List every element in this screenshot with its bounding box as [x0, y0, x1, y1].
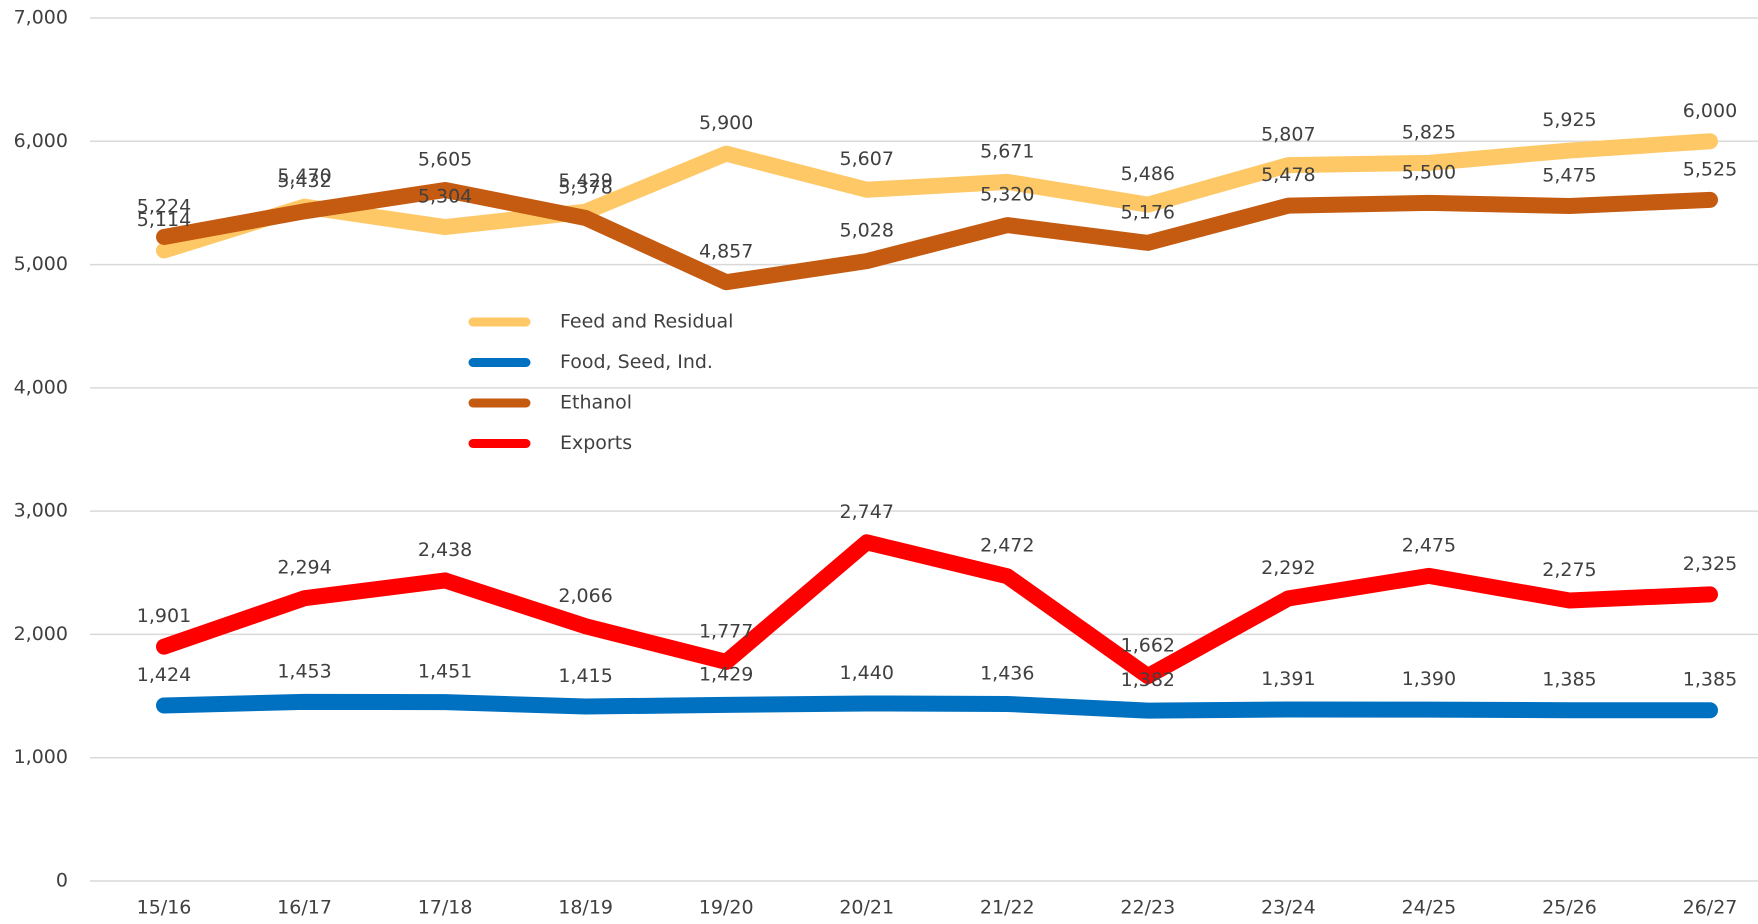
- series-line: [156, 693, 1718, 719]
- data-label: 5,500: [1402, 161, 1456, 183]
- data-label: 5,304: [418, 186, 472, 208]
- data-label: 5,470: [277, 165, 331, 187]
- data-label: 5,671: [980, 140, 1034, 162]
- x-tick-label: 23/24: [1261, 897, 1316, 919]
- data-label: 1,391: [1261, 668, 1315, 690]
- data-label: 5,486: [1121, 163, 1175, 185]
- y-tick-label: 0: [56, 870, 68, 892]
- legend-label: Exports: [560, 432, 632, 454]
- y-tick-label: 4,000: [14, 376, 68, 398]
- data-label: 5,224: [137, 195, 191, 217]
- data-label: 1,451: [418, 661, 472, 683]
- data-label: 5,475: [1542, 165, 1596, 187]
- data-label: 2,472: [980, 535, 1034, 557]
- data-label: 1,390: [1402, 668, 1456, 690]
- data-label: 1,777: [699, 620, 753, 642]
- data-label: 5,825: [1402, 121, 1456, 143]
- data-label: 5,028: [840, 220, 894, 242]
- y-tick-label: 2,000: [14, 623, 68, 645]
- x-tick-label: 15/16: [137, 897, 192, 919]
- data-label: 5,607: [840, 148, 894, 170]
- x-tick-label: 17/18: [418, 897, 473, 919]
- x-tick-label: 21/22: [980, 897, 1035, 919]
- data-label: 1,453: [277, 660, 331, 682]
- y-tick-label: 1,000: [14, 746, 68, 768]
- y-tick-label: 5,000: [14, 253, 68, 275]
- legend-label: Ethanol: [560, 392, 632, 414]
- data-label: 6,000: [1683, 100, 1737, 122]
- data-label: 5,900: [699, 112, 753, 134]
- data-label: 5,320: [980, 184, 1034, 206]
- series-line: [156, 534, 1718, 685]
- data-label: 5,378: [558, 176, 612, 198]
- legend-label: Feed and Residual: [560, 311, 733, 333]
- data-label: 1,662: [1121, 635, 1175, 657]
- y-tick-label: 6,000: [14, 130, 68, 152]
- series-line: [156, 133, 1718, 259]
- x-tick-label: 18/19: [558, 897, 613, 919]
- data-label: 5,176: [1121, 201, 1175, 223]
- x-tick-label: 16/17: [277, 897, 332, 919]
- data-label: 5,432: [277, 170, 331, 192]
- data-label: 5,478: [1261, 164, 1315, 186]
- series-line: [156, 181, 1718, 291]
- x-tick-label: 22/23: [1120, 897, 1175, 919]
- data-label: 1,385: [1542, 669, 1596, 691]
- data-label: 2,275: [1542, 559, 1596, 581]
- x-tick-label: 20/21: [839, 897, 894, 919]
- data-label: 1,440: [840, 662, 894, 684]
- data-label: 5,429: [558, 170, 612, 192]
- data-label: 1,382: [1121, 669, 1175, 691]
- data-label: 2,747: [840, 501, 894, 523]
- data-label: 5,114: [137, 209, 191, 231]
- data-label: 1,436: [980, 662, 1034, 684]
- data-label: 2,475: [1402, 534, 1456, 556]
- data-label: 1,424: [137, 664, 191, 686]
- data-label: 1,385: [1683, 669, 1737, 691]
- data-label: 5,807: [1261, 124, 1315, 146]
- data-label: 5,605: [418, 148, 472, 170]
- y-tick-label: 7,000: [14, 7, 68, 29]
- data-label: 5,925: [1542, 109, 1596, 131]
- x-tick-label: 25/26: [1542, 897, 1597, 919]
- x-tick-label: 24/25: [1402, 897, 1457, 919]
- legend-label: Food, Seed, Ind.: [560, 351, 713, 373]
- x-tick-label: 26/27: [1683, 897, 1738, 919]
- data-label: 1,415: [558, 665, 612, 687]
- data-label: 2,066: [558, 585, 612, 607]
- data-label: 2,438: [418, 539, 472, 561]
- data-label: 4,857: [699, 241, 753, 263]
- x-tick-label: 19/20: [699, 897, 754, 919]
- data-label: 1,429: [699, 663, 753, 685]
- data-label: 5,525: [1683, 158, 1737, 180]
- data-label: 2,292: [1261, 557, 1315, 579]
- data-label: 1,901: [137, 605, 191, 627]
- y-tick-label: 3,000: [14, 500, 68, 522]
- data-label: 2,294: [277, 557, 331, 579]
- data-label: 2,325: [1683, 553, 1737, 575]
